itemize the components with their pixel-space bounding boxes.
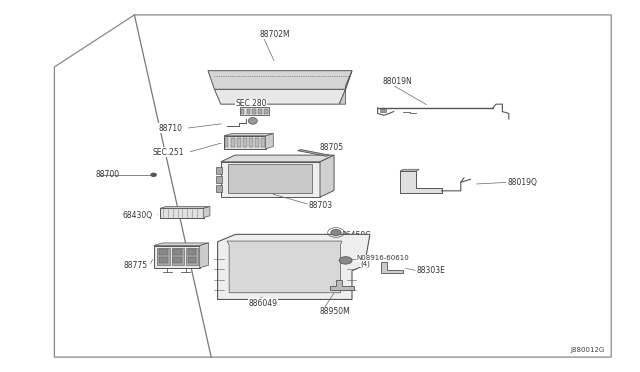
Polygon shape [339,71,352,104]
Bar [172,248,184,265]
Bar [255,138,259,147]
Polygon shape [228,164,312,193]
Text: 88703: 88703 [308,201,333,210]
Text: 88775: 88775 [123,262,147,270]
Bar [261,138,265,147]
Bar [186,248,198,265]
Bar [216,167,222,174]
Polygon shape [381,262,403,273]
Bar [224,136,266,149]
Text: 886049: 886049 [248,299,277,308]
Text: 88950M: 88950M [320,307,351,316]
Text: J880012G: J880012G [570,347,605,353]
Polygon shape [160,206,210,208]
Text: (4): (4) [360,260,370,267]
Text: 88700: 88700 [96,170,120,179]
Text: 88705: 88705 [320,143,344,152]
Bar [240,107,269,115]
Bar [253,109,256,114]
Bar [159,257,168,263]
Text: 88303E: 88303E [417,266,445,275]
Bar [188,257,196,263]
Polygon shape [298,150,330,156]
Polygon shape [221,155,334,162]
Polygon shape [214,89,346,104]
Polygon shape [320,155,334,197]
Bar [160,208,204,218]
Bar [237,138,241,147]
Bar [157,248,170,265]
Text: 88019Q: 88019Q [508,178,538,187]
Circle shape [339,257,352,264]
Bar [188,249,196,255]
Polygon shape [204,206,210,218]
Polygon shape [154,243,209,246]
Circle shape [331,230,341,235]
Polygon shape [224,134,273,136]
Ellipse shape [248,118,257,124]
Bar [243,138,247,147]
Polygon shape [330,280,354,290]
Polygon shape [154,246,200,268]
Text: SEC.280: SEC.280 [236,99,267,108]
Polygon shape [218,234,370,299]
Bar [259,109,262,114]
Bar [173,249,182,255]
Bar [231,138,235,147]
Polygon shape [208,71,352,89]
Polygon shape [400,171,442,193]
Text: 86450C: 86450C [341,231,371,240]
Bar [249,138,253,147]
Bar [173,257,182,263]
Bar [225,138,228,147]
Text: 88710: 88710 [158,124,182,133]
Bar [380,109,386,112]
Bar [159,249,168,255]
Polygon shape [400,169,419,171]
Bar [264,109,268,114]
Bar [241,109,244,114]
Text: SEC.251: SEC.251 [153,148,184,157]
Text: 88702M: 88702M [259,30,290,39]
Polygon shape [266,134,273,149]
Text: 88019N: 88019N [383,77,412,86]
Bar [216,176,222,183]
Bar [246,109,250,114]
Polygon shape [221,162,320,197]
Text: 68430Q: 68430Q [122,211,152,220]
Bar [216,185,222,192]
Polygon shape [227,241,342,293]
Polygon shape [200,243,209,268]
Circle shape [151,173,156,176]
Text: N08916-60610: N08916-60610 [356,255,409,261]
